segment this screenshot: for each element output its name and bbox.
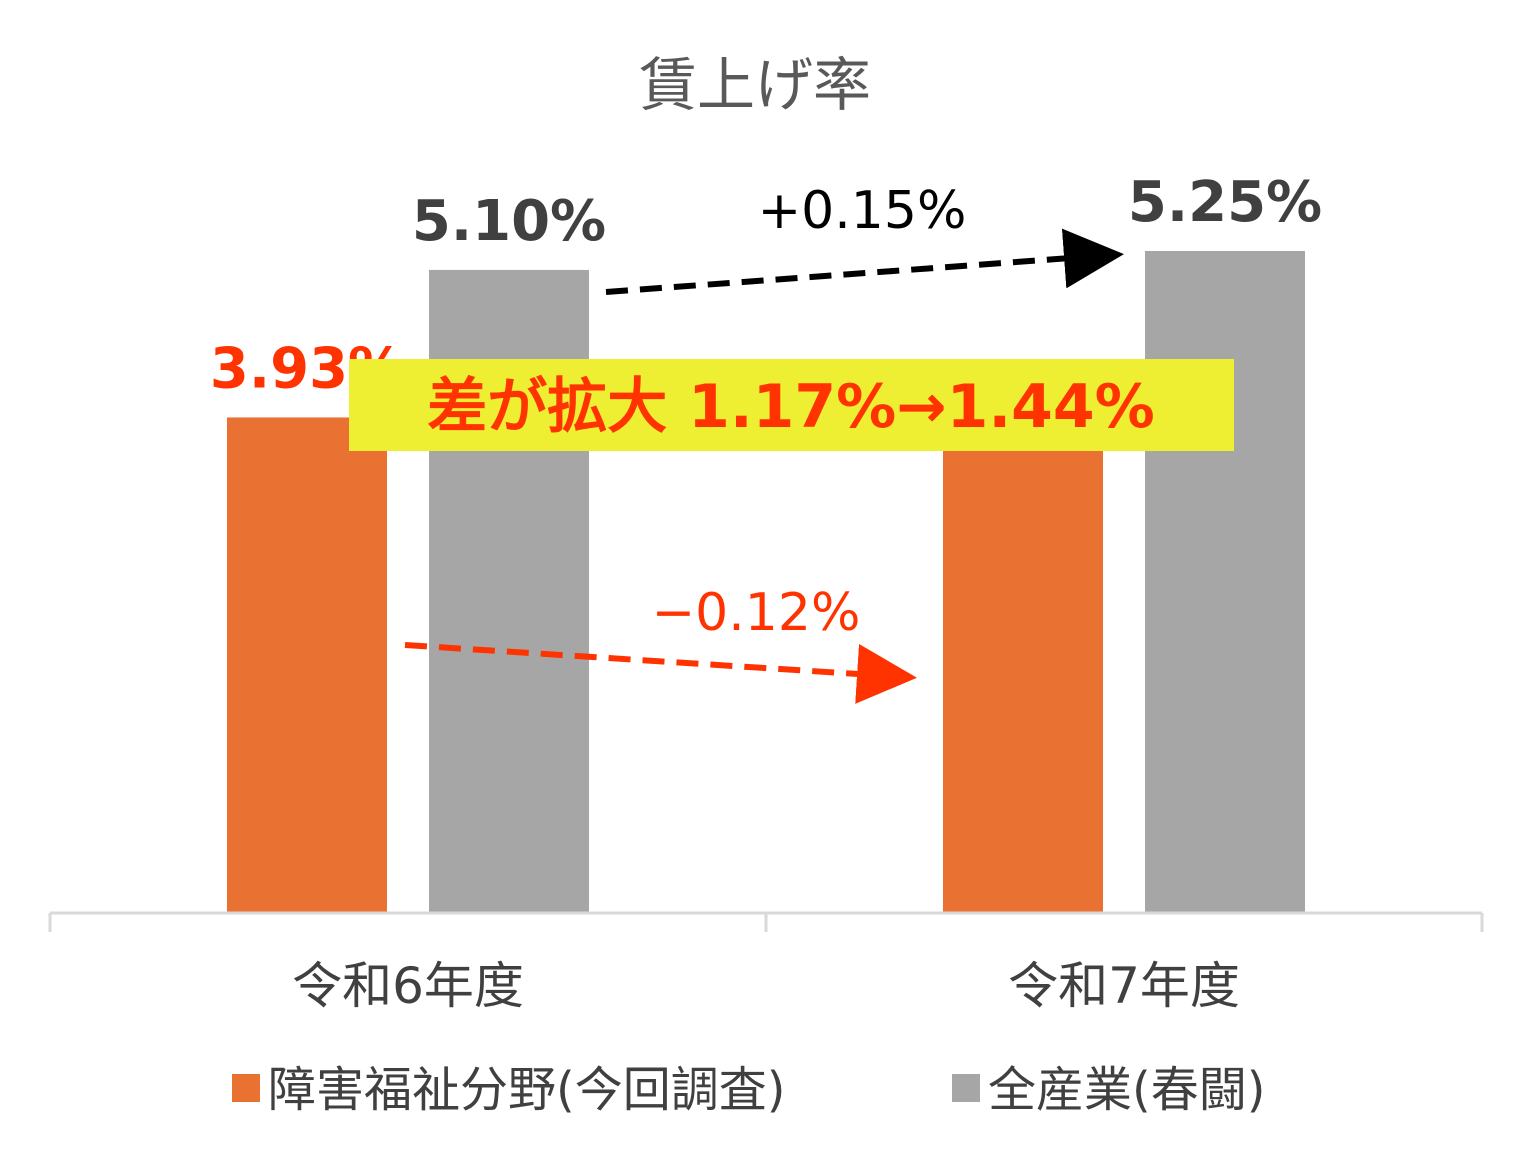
bar-all-industries-1 [1145,251,1305,913]
gray-trend-arrow [605,228,1124,295]
x-tick-label: 令和7年度 [1008,957,1240,1015]
orange-change-label: −0.12% [652,583,861,643]
chart-title: 賃上げ率 [639,51,871,119]
x-tick-label: 令和6年度 [292,957,524,1015]
legend-swatch-gray [952,1074,980,1102]
orange-trend-arrow [404,642,917,704]
legend-swatch-orange [232,1074,260,1102]
gap-callout-text: 差が拡大 1.17%→1.44% [427,372,1154,442]
bar-value-label: 5.25% [1128,170,1322,235]
bar-disability-welfare-0 [227,417,387,913]
legend-label-gray: 全産業(春闘) [988,1062,1265,1118]
legend-label-orange: 障害福祉分野(今回調査) [268,1062,785,1118]
gap-callout-box [349,359,1234,451]
bar-value-label: 5.10% [412,189,606,254]
gray-change-label: +0.15% [758,181,967,241]
bar-disability-welfare-1 [943,432,1103,913]
